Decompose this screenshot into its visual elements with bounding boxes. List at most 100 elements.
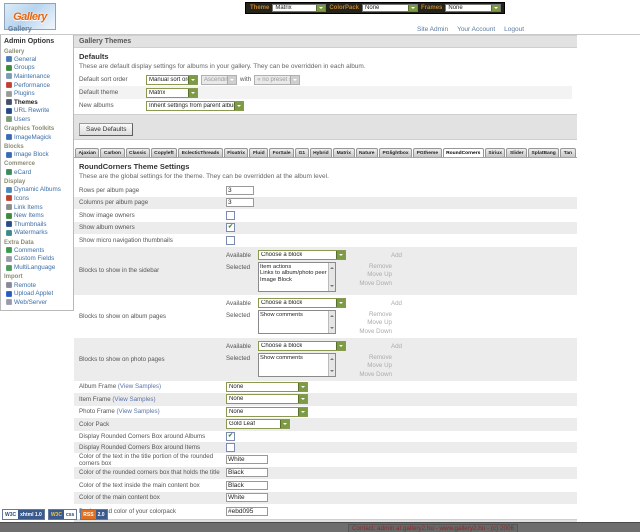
list-item[interactable]: Show comments — [260, 311, 303, 318]
sidebar-item-performance[interactable]: Performance — [1, 81, 73, 90]
item-frame-view-samples-link[interactable]: (View Samples) — [112, 395, 156, 403]
sidebar-item-new-items[interactable]: New Items — [1, 211, 73, 220]
sidebar-item-users[interactable]: Users — [1, 115, 73, 124]
blocks-album-selected-list[interactable]: Show comments — [258, 309, 336, 334]
breadcrumb-gallery-link[interactable]: Gallery — [8, 26, 32, 33]
colorpack-bg-input[interactable] — [226, 507, 268, 516]
list-item[interactable]: Links to album/photo peers — [260, 270, 327, 277]
default-sort-order-select[interactable]: Manual sort order — [146, 74, 198, 85]
blocks-photo-selected-list[interactable]: Show comments — [258, 352, 336, 377]
sidebar-item-maintenance[interactable]: Maintenance — [1, 72, 73, 81]
move-down-link[interactable]: Move Down — [359, 370, 392, 378]
tab-ajaxian[interactable]: Ajaxian — [75, 147, 100, 157]
tab-pglightbox[interactable]: PGlightbox — [379, 147, 413, 157]
sidebar-item-themes[interactable]: Themes — [1, 98, 73, 107]
scrollbar[interactable] — [328, 310, 335, 333]
blocks-sidebar-add-link[interactable]: Add — [390, 251, 402, 259]
tab-matrix[interactable]: Matrix — [333, 147, 355, 157]
photo-frame-view-samples-link[interactable]: (View Samples) — [116, 408, 160, 416]
content-text-color-input[interactable] — [226, 480, 268, 490]
list-item[interactable]: Item actions — [260, 263, 292, 270]
tab-tan[interactable]: Tan — [560, 147, 576, 157]
your-account-link[interactable]: Your Account — [457, 26, 496, 33]
list-item[interactable]: Image Block — [260, 277, 292, 284]
sidebar-item-multilanguage[interactable]: MultiLanguage — [1, 263, 73, 272]
album-frame-view-samples-link[interactable]: (View Samples) — [117, 383, 162, 391]
tab-pgtheme[interactable]: PGtheme — [413, 147, 442, 157]
list-item[interactable]: Show comments — [260, 354, 303, 361]
sidebar-item-custom-fields[interactable]: Custom Fields — [1, 255, 73, 264]
title-text-color-input[interactable] — [226, 455, 268, 464]
sidebar-item-imagemagick[interactable]: ImageMagick — [1, 133, 73, 142]
sidebar-item-image-block[interactable]: Image Block — [1, 150, 73, 159]
move-up-link[interactable]: Move Up — [367, 271, 392, 278]
tab-eclecticthreads[interactable]: EclecticThreads — [178, 147, 223, 157]
sidebar-item-remote[interactable]: Remote — [1, 281, 73, 290]
columns-per-page-input[interactable] — [226, 198, 254, 208]
sidebar-item-comments[interactable]: Comments — [1, 246, 73, 255]
tab-copyleft[interactable]: Copyleft — [150, 147, 178, 157]
new-albums-select[interactable]: Inherit settings from parent album — [146, 100, 244, 111]
blocks-album-available-select[interactable]: Choose a block — [258, 297, 346, 308]
sidebar-item-icons[interactable]: Icons — [1, 194, 73, 203]
sidebar-item-url-rewrite[interactable]: URL Rewrite — [1, 107, 73, 116]
frames-select[interactable]: None — [445, 4, 502, 12]
tab-splatbang[interactable]: SplatBang — [528, 147, 560, 157]
move-down-link[interactable]: Move Down — [359, 279, 392, 287]
css-valid-badge[interactable]: W3C css — [47, 509, 78, 520]
save-defaults-button[interactable]: Save Defaults — [79, 123, 134, 136]
remove-link[interactable]: Remove — [368, 353, 392, 361]
content-box-color-input[interactable] — [226, 493, 268, 503]
rss-badge[interactable]: RSS 2.0 — [80, 509, 108, 520]
sidebar-item-dynamic-albums[interactable]: Dynamic Albums — [1, 186, 73, 195]
album-frame-select[interactable]: None — [226, 381, 308, 392]
show-micro-nav-checkbox[interactable] — [226, 235, 235, 245]
default-theme-select[interactable]: Matrix — [146, 87, 198, 98]
sidebar-item-upload-applet[interactable]: Upload Applet — [1, 289, 73, 298]
tab-fluid[interactable]: Fluid — [249, 147, 269, 157]
blocks-photo-available-select[interactable]: Choose a block — [258, 340, 346, 351]
gallery-logo[interactable]: Gallery — [4, 3, 56, 30]
sidebar-item-general[interactable]: General — [1, 55, 73, 64]
tab-g1[interactable]: G1 — [295, 147, 309, 157]
blocks-sidebar-selected-list[interactable]: Item actions Links to album/photo peers … — [258, 261, 336, 292]
show-image-owners-checkbox[interactable] — [226, 210, 235, 220]
scrollbar[interactable] — [328, 262, 335, 291]
sidebar-item-thumbnails[interactable]: Thumbnails — [1, 220, 73, 229]
photo-frame-select[interactable]: None — [226, 406, 308, 417]
tab-nature[interactable]: Nature — [355, 147, 379, 157]
move-up-link[interactable]: Move Up — [367, 362, 392, 369]
logout-link[interactable]: Logout — [504, 26, 525, 33]
tab-roundcorners[interactable]: RoundCorners — [442, 147, 484, 157]
sidebar-item-link-items[interactable]: Link Items — [1, 203, 73, 212]
xhtml-valid-badge[interactable]: W3C xhtml 1.0 — [2, 509, 45, 520]
sidebar-item-watermarks[interactable]: Watermarks — [1, 229, 73, 238]
sidebar-item-web-server[interactable]: Web/Server — [1, 298, 73, 307]
color-pack-select[interactable]: Gold Leaf — [226, 419, 290, 430]
remove-link[interactable]: Remove — [368, 262, 392, 270]
theme-select[interactable]: Matrix — [272, 4, 327, 12]
rows-per-page-input[interactable] — [226, 185, 254, 195]
tab-classic[interactable]: Classic — [125, 147, 150, 157]
move-up-link[interactable]: Move Up — [367, 319, 392, 326]
tab-hybrid[interactable]: Hybrid — [309, 147, 333, 157]
tab-floatrix[interactable]: Floatrix — [223, 147, 249, 157]
tab-forsale[interactable]: ForSale — [269, 147, 295, 157]
blocks-sidebar-available-select[interactable]: Choose a block — [258, 249, 346, 260]
show-album-owners-checkbox[interactable]: ✔ — [226, 223, 235, 233]
item-frame-select[interactable]: None — [226, 394, 308, 405]
tab-carbon[interactable]: Carbon — [100, 147, 125, 157]
move-down-link[interactable]: Move Down — [359, 327, 392, 335]
colorpack-select[interactable]: None — [362, 4, 419, 12]
rc-items-checkbox[interactable] — [226, 442, 235, 452]
tab-slider[interactable]: Slider — [506, 147, 528, 157]
tab-siriux[interactable]: Siriux — [484, 147, 506, 157]
sidebar-item-ecard[interactable]: eCard — [1, 168, 73, 177]
site-admin-link[interactable]: Site Admin — [417, 26, 449, 33]
sidebar-item-plugins[interactable]: Plugins — [1, 89, 73, 98]
scrollbar[interactable] — [328, 353, 335, 376]
remove-link[interactable]: Remove — [368, 310, 392, 318]
rc-albums-checkbox[interactable]: ✔ — [226, 431, 235, 441]
title-box-color-input[interactable] — [226, 468, 268, 478]
blocks-album-add-link[interactable]: Add — [390, 299, 402, 307]
